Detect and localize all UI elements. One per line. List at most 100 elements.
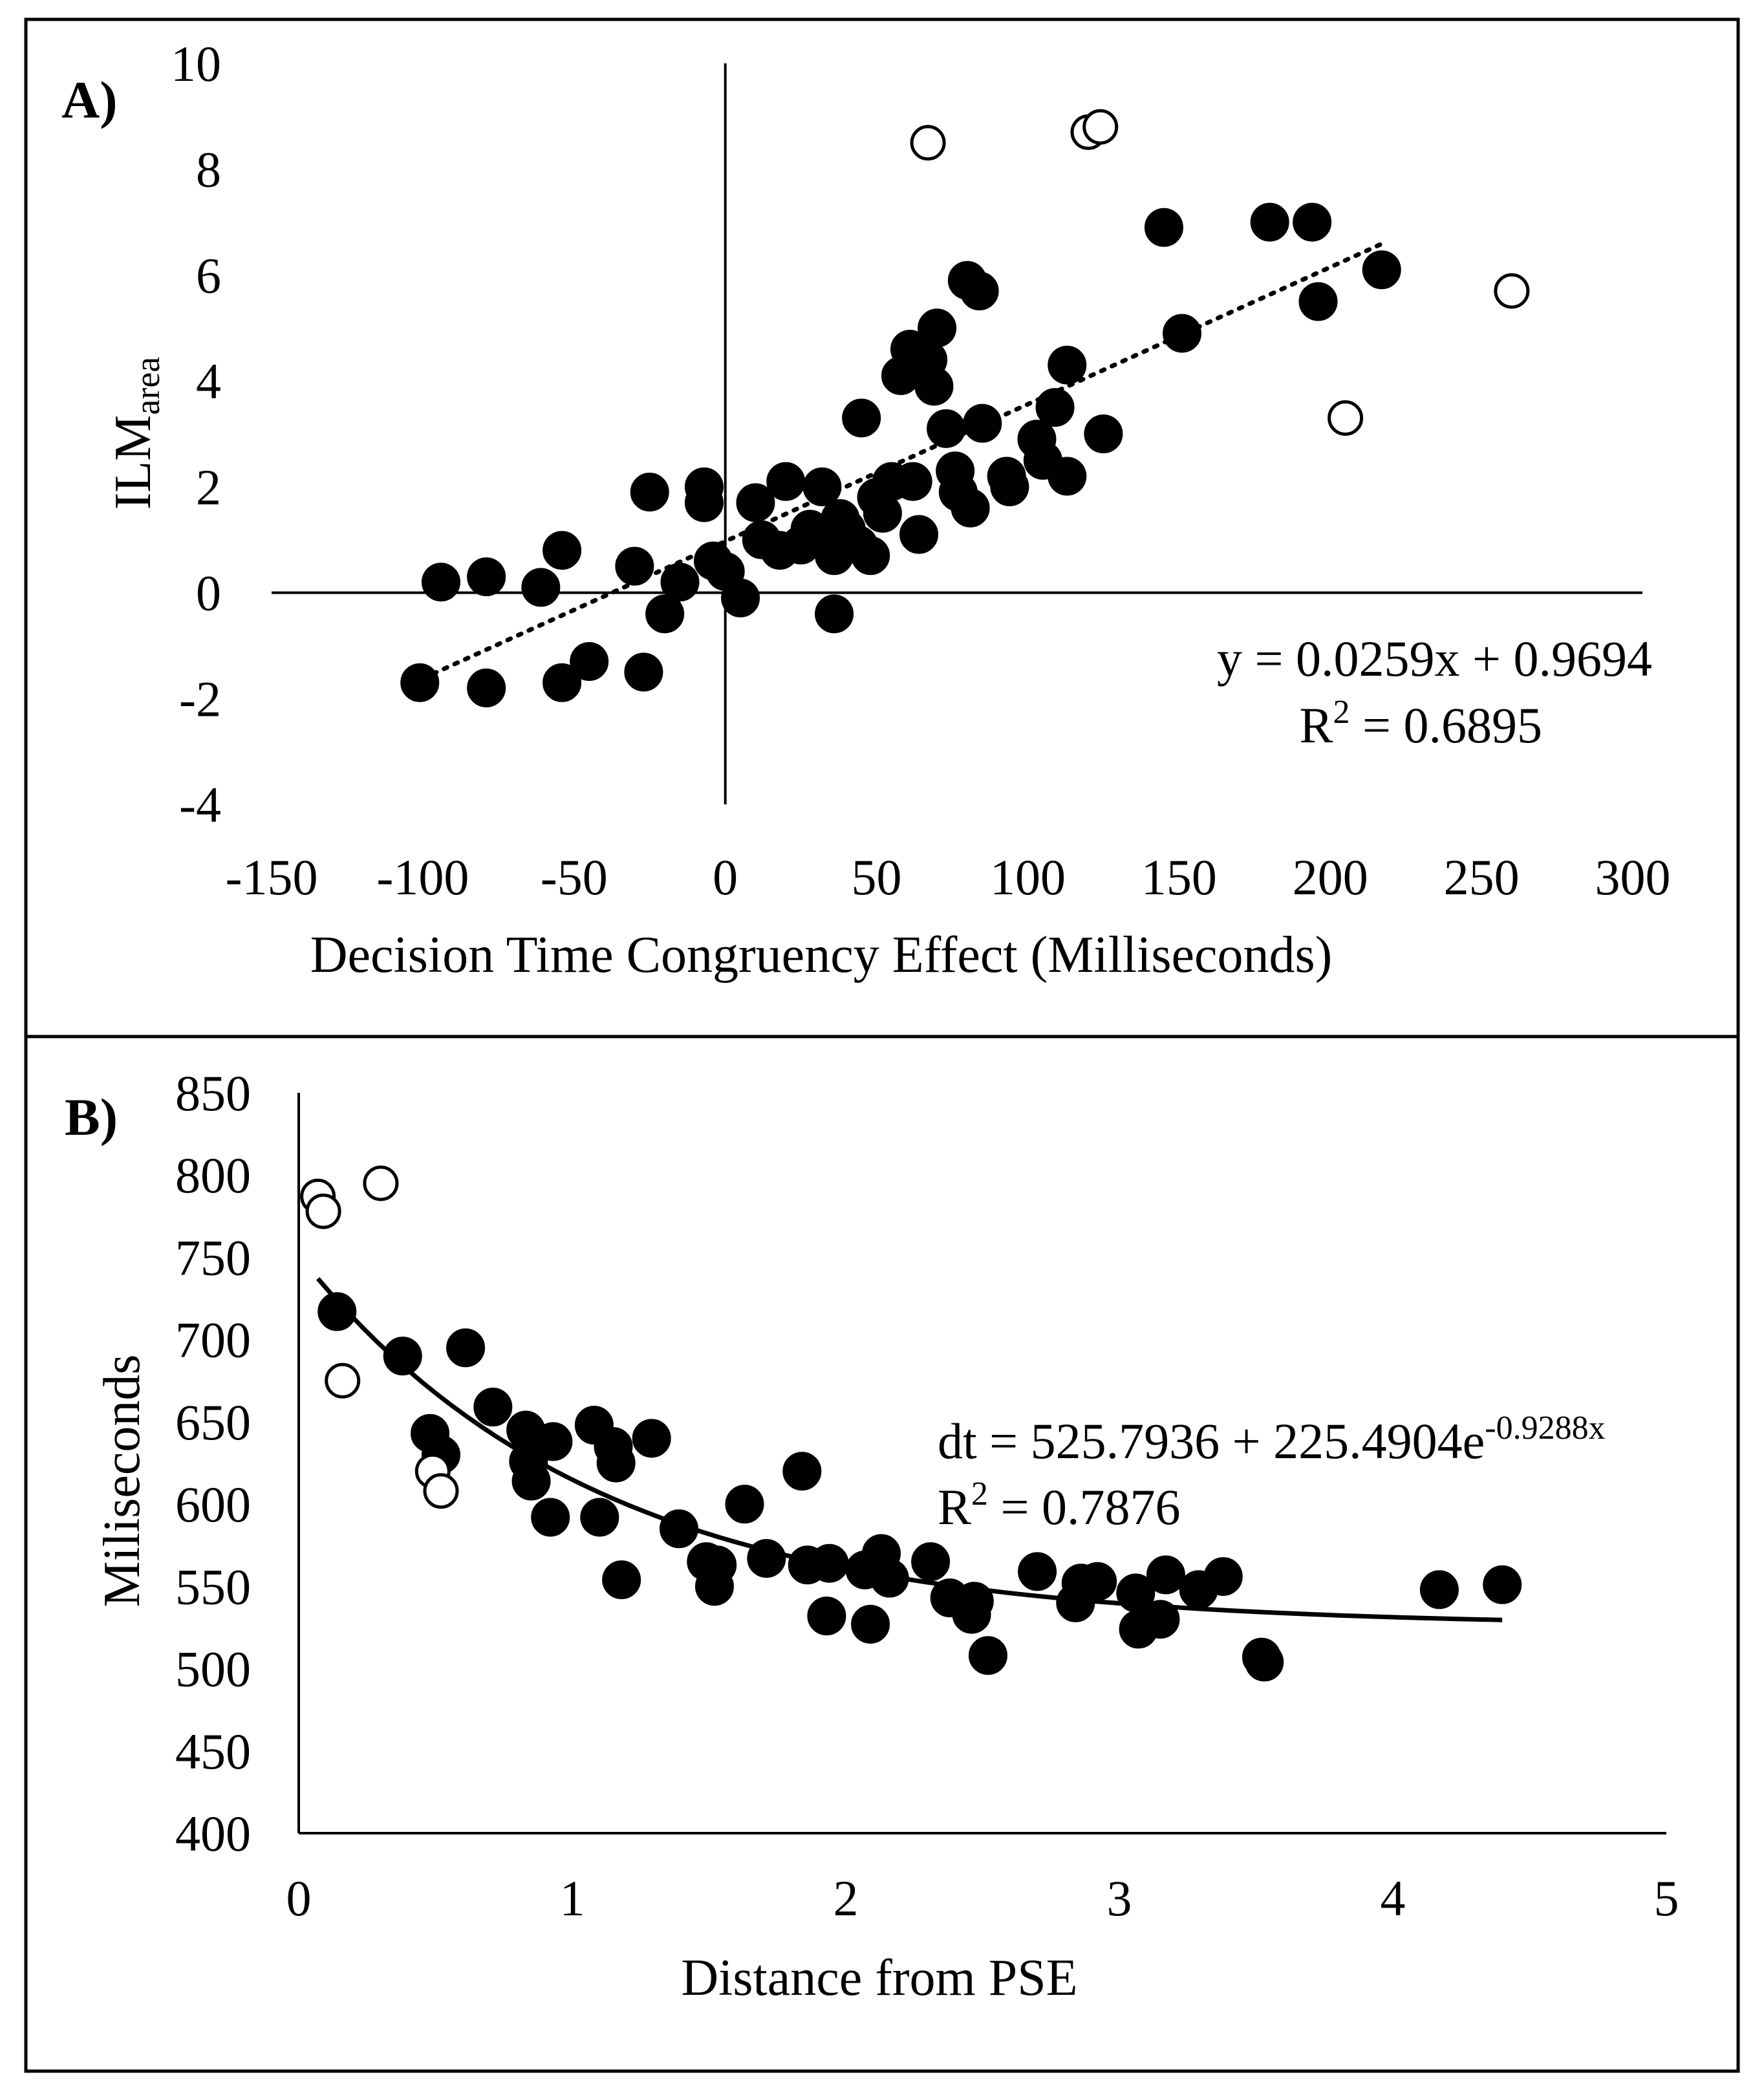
y-tick-label: 8 <box>196 142 221 198</box>
data-point <box>1018 1552 1057 1591</box>
x-tick-label: 0 <box>286 1870 312 1926</box>
data-point <box>899 515 939 554</box>
x-tick-label: 250 <box>1444 849 1520 905</box>
x-tick-label: 3 <box>1107 1870 1132 1926</box>
data-point <box>807 1597 846 1636</box>
data-point <box>1163 314 1202 353</box>
panel-a-label: A) <box>61 70 118 129</box>
y-tick-label: 10 <box>171 36 221 92</box>
y-tick-label: 0 <box>196 565 221 621</box>
excluded-data-point <box>363 1165 399 1201</box>
x-tick-label: 200 <box>1293 849 1368 905</box>
data-point <box>911 1542 951 1582</box>
panel-b-label: B) <box>65 1088 118 1146</box>
data-point <box>1084 414 1123 453</box>
panel-b-points <box>300 1165 1522 1682</box>
data-point <box>659 1509 698 1549</box>
panel-b-equation: dt = 525.7936 + 225.4904e-0.9288x <box>938 1410 1606 1469</box>
data-point <box>1298 282 1338 321</box>
panel-a: A) -150 -100 -50 0 50 100 150 200 250 300 -4 -2 0 2 4… <box>24 17 1740 1038</box>
x-tick-label: 2 <box>834 1870 859 1926</box>
panel-b-x-axis-title: Distance from PSE <box>681 1950 1077 2006</box>
data-point <box>543 531 582 570</box>
data-point <box>1245 1642 1284 1682</box>
data-point <box>317 1292 357 1331</box>
y-tick-label: 500 <box>175 1641 251 1697</box>
panel-b-y-axis-title: Miliseconds <box>94 1354 151 1607</box>
data-point <box>842 398 881 438</box>
x-tick-label: 150 <box>1141 849 1217 905</box>
excluded-data-point <box>910 125 946 161</box>
data-point <box>1293 202 1332 242</box>
data-point <box>802 467 842 506</box>
data-point <box>624 652 663 692</box>
data-point <box>383 1337 422 1376</box>
y-tick-label: -4 <box>179 777 221 833</box>
y-tick-label: 850 <box>175 1065 251 1121</box>
x-tick-label: 4 <box>1381 1870 1406 1926</box>
data-point <box>467 557 506 597</box>
y-tick-label: 750 <box>175 1229 251 1285</box>
data-point <box>602 1560 641 1600</box>
data-point <box>815 594 854 634</box>
y-tick-label: 800 <box>175 1147 251 1203</box>
y-tick-label: 400 <box>175 1805 251 1862</box>
data-point <box>893 462 932 501</box>
data-point <box>951 488 990 528</box>
excluded-data-point <box>305 1193 341 1229</box>
panel-b-frame <box>24 1035 1740 2073</box>
y-tick-label: 650 <box>175 1394 251 1450</box>
data-point <box>446 1328 486 1368</box>
data-point <box>1146 1555 1185 1595</box>
x-tick-label: 5 <box>1654 1870 1679 1926</box>
panel-a-trendline <box>420 241 1384 681</box>
x-tick-label: -150 <box>226 849 318 905</box>
data-point <box>725 1485 764 1524</box>
excluded-data-point <box>1328 400 1364 436</box>
y-tick-label: 6 <box>196 247 221 303</box>
data-point <box>533 1422 573 1461</box>
x-tick-label: 100 <box>990 849 1066 905</box>
data-point <box>927 409 966 448</box>
y-tick-label: 550 <box>175 1558 251 1615</box>
panel-a-y-axis-title: ILMarea <box>105 357 167 510</box>
data-point <box>400 663 440 702</box>
data-point <box>1141 1600 1180 1639</box>
x-tick-label: 300 <box>1595 849 1671 905</box>
data-point <box>870 1558 909 1598</box>
panel-b-x-tick-labels: 0 1 2 3 4 5 <box>286 1870 1679 1926</box>
data-point <box>1419 1570 1459 1609</box>
data-point <box>521 568 561 607</box>
data-point <box>615 546 654 586</box>
y-tick-label: -2 <box>179 671 221 727</box>
x-tick-label: 50 <box>852 849 902 905</box>
data-point <box>810 1543 849 1583</box>
data-point <box>1144 208 1183 247</box>
data-point <box>632 1419 671 1458</box>
data-point <box>421 563 460 602</box>
y-tick-label: 600 <box>175 1476 251 1532</box>
data-point <box>1250 202 1289 242</box>
y-tick-label: 4 <box>196 353 221 409</box>
data-point <box>1035 388 1075 427</box>
data-point <box>698 1545 737 1585</box>
data-point <box>721 578 760 618</box>
data-point <box>531 1498 570 1537</box>
data-point <box>684 483 724 522</box>
data-point <box>596 1443 636 1483</box>
data-point <box>766 462 806 501</box>
panel-a-x-tick-labels: -150 -100 -50 0 50 100 150 200 250 300 <box>226 849 1671 905</box>
panel-a-x-axis-title: Decision Time Congruency Effect (Millise… <box>310 927 1333 984</box>
excluded-data-point <box>325 1362 361 1399</box>
x-tick-label: 1 <box>560 1870 585 1926</box>
data-point <box>570 641 609 681</box>
panel-b-y-tick-labels: 400 450 500 550 600 650 700 750 800 850 <box>175 1065 251 1862</box>
data-point <box>1078 1562 1117 1601</box>
panel-b: B) 0 1 2 3 4 5 400 450 500 550 600 650 700 750 800 850… <box>24 1035 1740 2073</box>
data-point <box>963 403 1002 443</box>
x-tick-label: 0 <box>713 849 738 905</box>
data-point <box>968 1636 1007 1675</box>
data-point <box>1203 1557 1243 1597</box>
excluded-data-point <box>1082 109 1119 145</box>
